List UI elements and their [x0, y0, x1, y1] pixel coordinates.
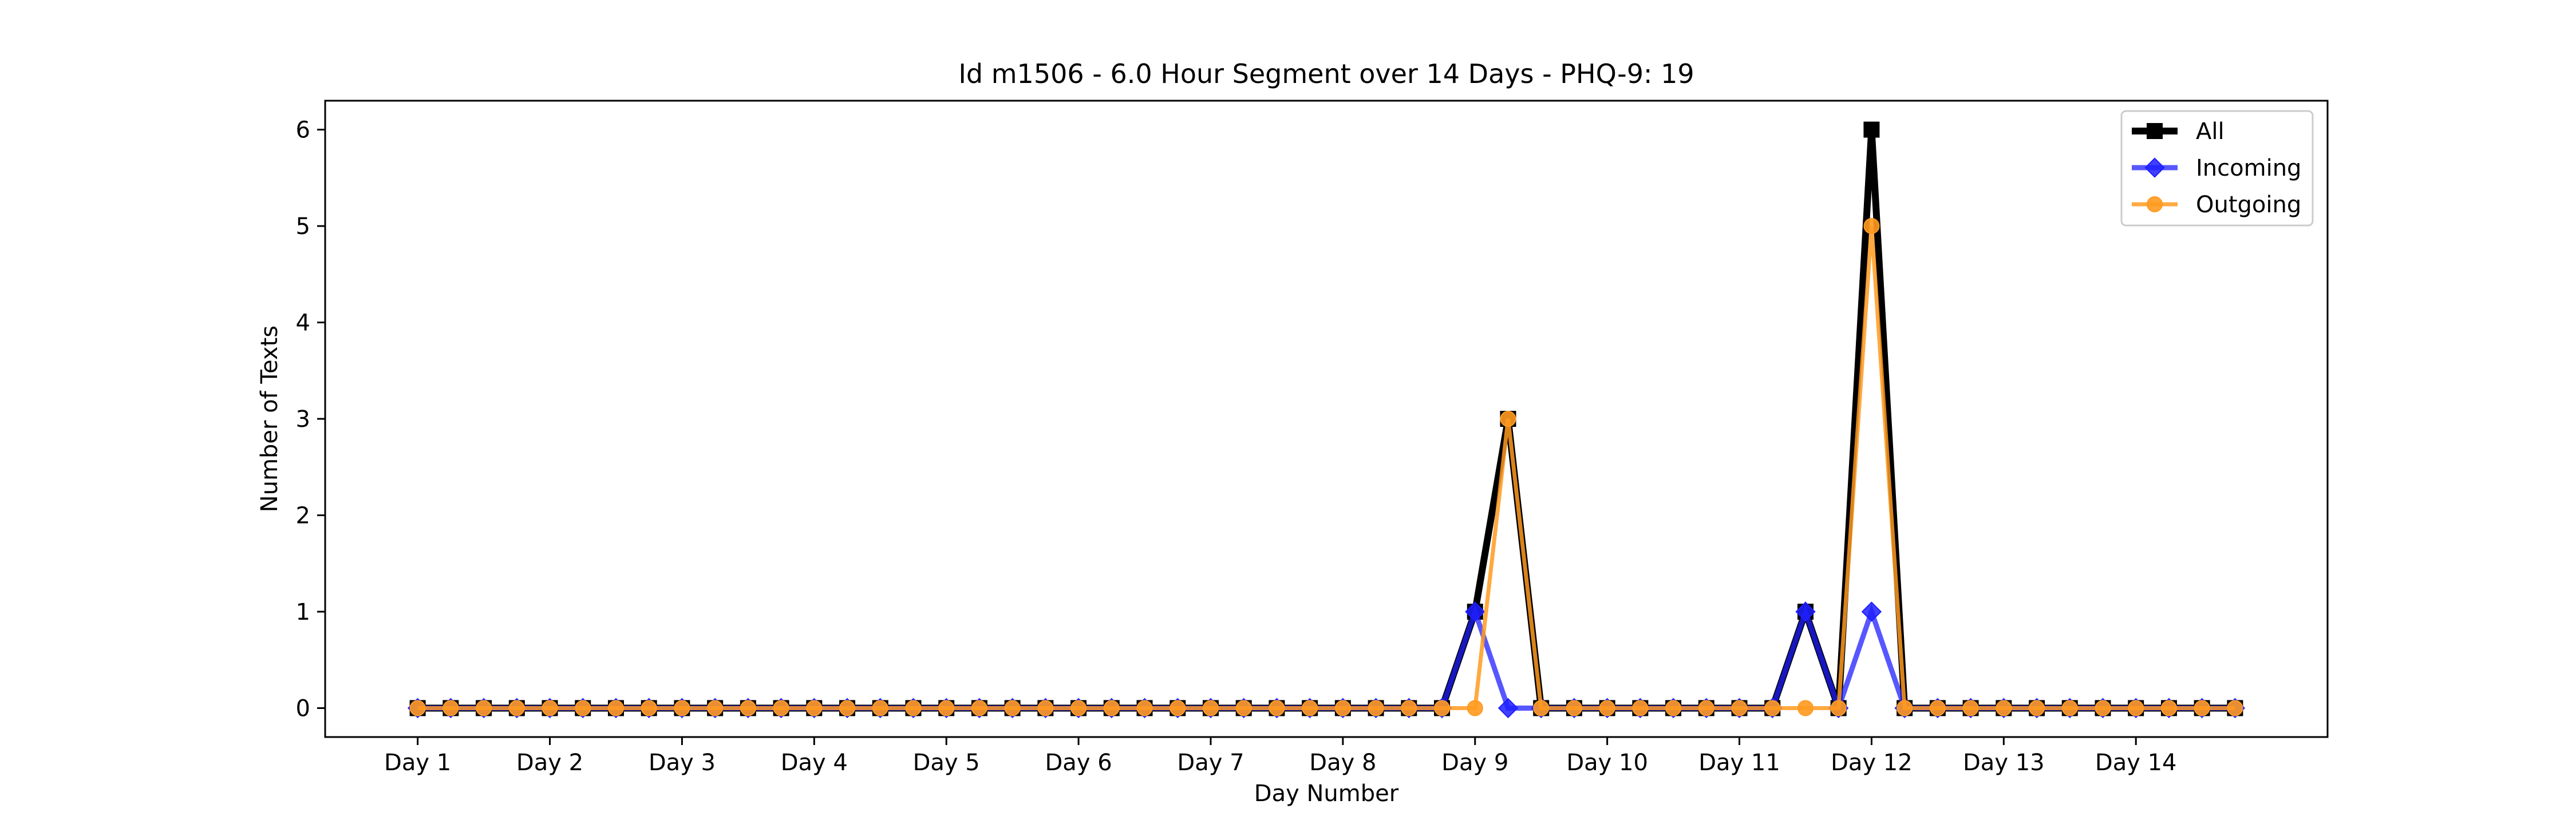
chart-title: Id m1506 - 6.0 Hour Segment over 14 Days… — [958, 58, 1694, 89]
data-point-outgoing — [674, 700, 690, 716]
y-tick-label: 1 — [296, 599, 310, 625]
data-point-outgoing — [1401, 700, 1417, 716]
x-tick-label: Day 13 — [1963, 750, 2045, 776]
data-point-outgoing — [2095, 700, 2111, 716]
data-point-outgoing — [476, 700, 492, 716]
legend-frame — [2120, 110, 2314, 227]
x-tick-label: Day 7 — [1177, 750, 1244, 776]
x-tick-label: Day 10 — [1566, 750, 1648, 776]
data-point-outgoing — [1170, 700, 1186, 716]
legend-marker-all — [2147, 123, 2163, 139]
y-axis-label: Number of Texts — [256, 326, 283, 512]
data-point-outgoing — [1566, 700, 1582, 716]
series-markers-outgoing — [409, 218, 2243, 716]
data-point-outgoing — [1897, 700, 1913, 716]
data-point-outgoing — [707, 700, 724, 716]
data-point-all — [1863, 121, 1880, 138]
data-point-outgoing — [1037, 700, 1054, 716]
data-point-outgoing — [1235, 700, 1252, 716]
legend-label-all: All — [2196, 118, 2225, 145]
data-point-outgoing — [1632, 700, 1649, 716]
x-tick-label: Day 1 — [384, 750, 451, 776]
data-point-outgoing — [1797, 700, 1814, 716]
data-point-incoming — [1465, 601, 1485, 622]
data-point-outgoing — [542, 700, 558, 716]
data-point-outgoing — [1665, 700, 1682, 716]
legend-marker-outgoing — [2147, 196, 2163, 212]
data-point-outgoing — [1863, 218, 1880, 235]
data-point-incoming — [1795, 601, 1816, 622]
data-point-outgoing — [2029, 700, 2045, 716]
x-tick-label: Day 11 — [1698, 750, 1780, 776]
data-point-outgoing — [740, 700, 756, 716]
data-point-outgoing — [641, 700, 657, 716]
data-point-outgoing — [2227, 700, 2243, 716]
data-point-outgoing — [1533, 700, 1550, 716]
data-point-outgoing — [1070, 700, 1087, 716]
x-tick-label: Day 8 — [1309, 750, 1376, 776]
data-point-outgoing — [409, 700, 426, 716]
data-point-outgoing — [1731, 700, 1748, 716]
x-tick-label: Day 14 — [2095, 750, 2177, 776]
data-point-outgoing — [2194, 700, 2210, 716]
data-point-outgoing — [2128, 700, 2144, 716]
data-point-outgoing — [1434, 700, 1451, 716]
x-axis-label: Day Number — [1254, 781, 1399, 807]
x-tick-label: Day 3 — [649, 750, 716, 776]
x-tick-label: Day 4 — [781, 750, 848, 776]
x-tick-label: Day 5 — [913, 750, 980, 776]
legend-entry-all: All — [2132, 118, 2225, 145]
data-point-outgoing — [1698, 700, 1714, 716]
y-tick-label: 2 — [296, 502, 310, 529]
data-point-outgoing — [1302, 700, 1318, 716]
data-point-outgoing — [1269, 700, 1285, 716]
y-tick-label: 4 — [296, 310, 310, 336]
data-point-outgoing — [1467, 700, 1483, 716]
data-point-outgoing — [607, 700, 624, 716]
data-point-outgoing — [508, 700, 525, 716]
legend-label-outgoing: Outgoing — [2196, 192, 2301, 218]
data-point-outgoing — [971, 700, 987, 716]
data-point-outgoing — [1334, 700, 1351, 716]
data-point-outgoing — [1500, 411, 1516, 427]
data-point-outgoing — [1202, 700, 1219, 716]
data-point-outgoing — [1004, 700, 1021, 716]
data-point-outgoing — [839, 700, 856, 716]
x-tick-label: Day 2 — [516, 750, 583, 776]
y-tick-label: 5 — [296, 213, 310, 240]
plot-area: 0 1 2 3 4 5 6 Day 1 Day 2 Day 3 Day 4 Day 5 Day 6 Day… — [296, 100, 2329, 776]
data-point-incoming — [1861, 601, 1882, 622]
data-point-outgoing — [1929, 700, 1946, 716]
legend-entry-incoming: Incoming — [2132, 155, 2301, 181]
data-point-outgoing — [905, 700, 922, 716]
x-tick-label: Day 9 — [1441, 750, 1508, 776]
y-tick-label: 3 — [296, 406, 310, 433]
data-point-outgoing — [1962, 700, 1979, 716]
data-point-outgoing — [575, 700, 591, 716]
data-point-outgoing — [1599, 700, 1615, 716]
y-tick-label: 6 — [296, 117, 310, 144]
data-point-outgoing — [1830, 700, 1847, 716]
legend-entry-outgoing: Outgoing — [2132, 192, 2301, 218]
legend: All Incoming Outgoing — [2120, 110, 2314, 227]
data-point-outgoing — [1368, 700, 1384, 716]
y-tick-label: 0 — [296, 695, 310, 722]
data-point-outgoing — [773, 700, 789, 716]
data-point-outgoing — [872, 700, 888, 716]
data-point-outgoing — [806, 700, 823, 716]
data-point-outgoing — [938, 700, 955, 716]
data-point-outgoing — [2061, 700, 2078, 716]
x-tick-label: Day 12 — [1831, 750, 1913, 776]
data-point-incoming — [1498, 698, 1519, 719]
data-point-outgoing — [1136, 700, 1153, 716]
data-point-outgoing — [2160, 700, 2177, 716]
data-point-outgoing — [1996, 700, 2012, 716]
legend-marker-incoming — [2144, 157, 2165, 178]
data-point-outgoing — [442, 700, 459, 716]
legend-label-incoming: Incoming — [2196, 155, 2301, 181]
data-point-outgoing — [1103, 700, 1120, 716]
data-point-outgoing — [1764, 700, 1781, 716]
x-tick-label: Day 6 — [1045, 750, 1112, 776]
